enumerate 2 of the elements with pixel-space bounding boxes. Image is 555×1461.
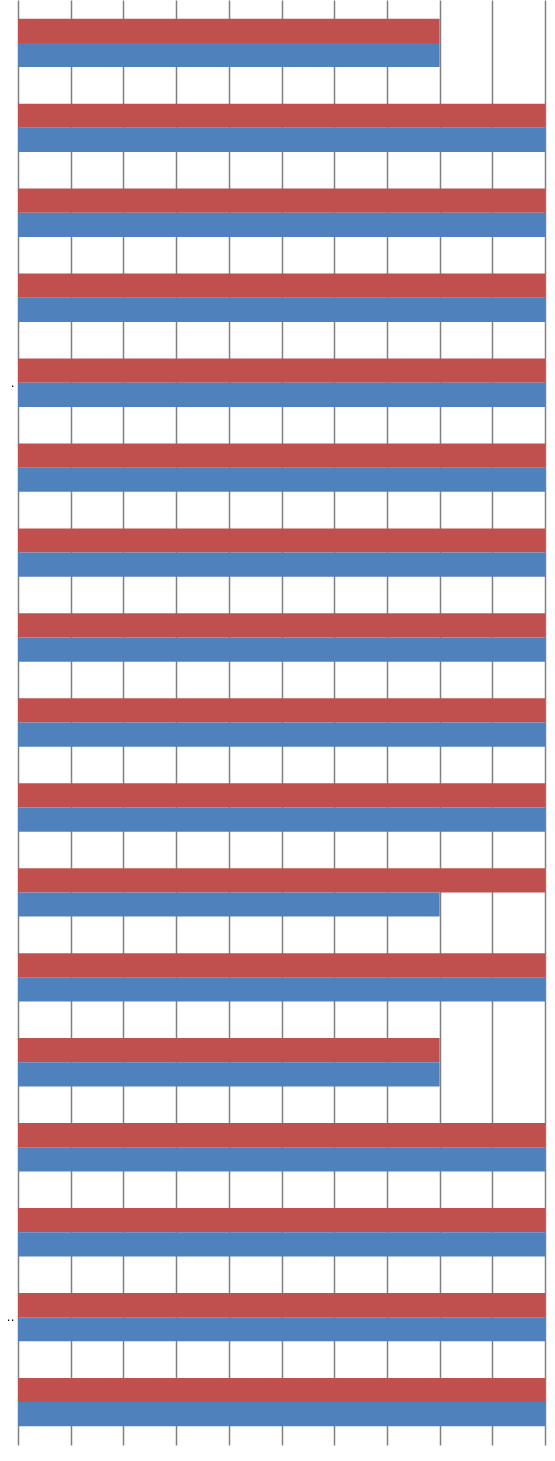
y-tick-label: . [10,375,15,390]
y-tick-label: .. [6,1310,15,1325]
